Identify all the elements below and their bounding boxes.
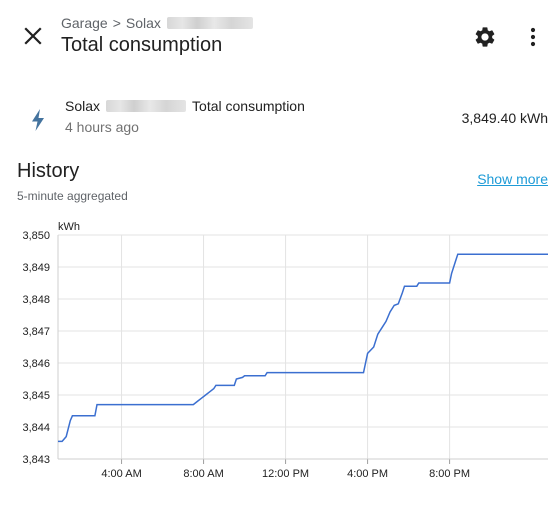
- close-icon: [24, 27, 42, 45]
- breadcrumb-separator: >: [112, 15, 121, 31]
- dialog-header: Garage > Solax Total consumption: [0, 0, 556, 72]
- y-tick-label: 3,845: [22, 390, 50, 402]
- breadcrumb: Garage > Solax: [61, 15, 253, 31]
- y-tick-label: 3,850: [22, 230, 50, 242]
- y-tick-label: 3,843: [22, 454, 50, 466]
- close-button[interactable]: [14, 17, 52, 55]
- history-subtitle: 5-minute aggregated: [17, 189, 128, 203]
- redacted-text: [106, 100, 187, 112]
- entity-state-value: 3,849.40 kWh: [461, 110, 548, 126]
- y-tick-label: 3,846: [22, 358, 50, 370]
- more-options-button[interactable]: [520, 22, 546, 52]
- x-tick-label: 4:00 PM: [347, 468, 388, 480]
- show-more-link[interactable]: Show more: [477, 171, 548, 187]
- y-axis-label: kWh: [58, 221, 80, 233]
- breadcrumb-device[interactable]: Solax: [125, 15, 161, 31]
- redacted-text: [166, 17, 253, 29]
- history-chart[interactable]: kWh 3,850 3,849 3,848 3,847 3,846 3,845 3,844 3…: [0, 215, 556, 500]
- series-line: [58, 253, 548, 443]
- breadcrumb-area[interactable]: Garage: [61, 15, 108, 31]
- entity-row: Solax Total consumption 4 hours ago 3,84…: [0, 88, 556, 152]
- y-tick-label: 3,847: [22, 326, 50, 338]
- x-tick-label: 12:00 PM: [262, 468, 309, 480]
- gear-icon: [475, 27, 495, 47]
- y-tick-label: 3,844: [22, 422, 50, 434]
- settings-button[interactable]: [470, 22, 500, 52]
- y-tick-label: 3,849: [22, 262, 50, 274]
- entity-name: Solax Total consumption: [65, 98, 305, 114]
- lightning-bolt-icon: [32, 109, 44, 131]
- dialog-title: Total consumption: [61, 34, 223, 56]
- more-vert-icon: [530, 27, 536, 47]
- last-changed: 4 hours ago: [65, 119, 139, 135]
- x-tick-label: 8:00 AM: [183, 468, 223, 480]
- entity-name-suffix: Total consumption: [192, 98, 305, 114]
- entity-name-prefix: Solax: [65, 98, 101, 114]
- x-tick-label: 8:00 PM: [429, 468, 470, 480]
- y-tick-label: 3,848: [22, 294, 50, 306]
- history-chart-svg: kWh 3,850 3,849 3,848 3,847 3,846 3,845 3,844 3…: [22, 221, 548, 480]
- x-tick-label: 4:00 AM: [101, 468, 141, 480]
- history-heading: History: [17, 160, 80, 182]
